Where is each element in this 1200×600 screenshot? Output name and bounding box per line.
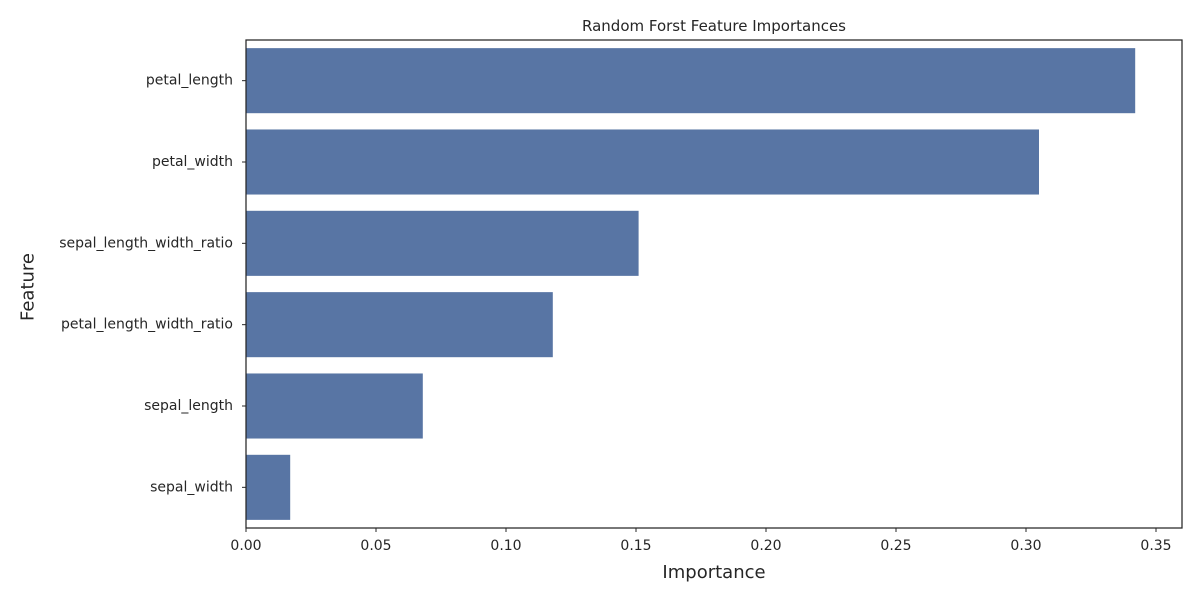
- bar-sepal_length_width_ratio: [246, 210, 639, 276]
- y-tick-labels: petal_length petal_width sepal_length_widt…: [59, 73, 246, 495]
- x-tick-label: 0.30: [1010, 538, 1041, 554]
- x-tick-labels: 0.00 0.05 0.10 0.15 0.20 0.25 0.30 0.35: [230, 528, 1172, 554]
- bars-group: [246, 48, 1136, 520]
- x-tick-label: 0.05: [360, 538, 391, 554]
- x-tick-label: 0.15: [620, 538, 651, 554]
- plot-frame: [245, 39, 1183, 529]
- x-axis-label: Importance: [662, 562, 766, 583]
- x-tick-label: 0.25: [880, 538, 911, 554]
- y-tick-label: petal_length: [146, 73, 233, 89]
- x-tick-label: 0.20: [750, 538, 781, 554]
- y-axis-label: Feature: [17, 252, 39, 322]
- x-tick-label: 0.10: [490, 538, 521, 554]
- bar-sepal_length: [246, 373, 423, 439]
- bar-petal_length: [246, 48, 1136, 114]
- y-tick-label: sepal_width: [150, 479, 233, 495]
- chart-title: Random Forst Feature Importances: [582, 17, 846, 35]
- x-tick-label: 0.35: [1140, 538, 1171, 554]
- bar-petal_width: [246, 129, 1039, 195]
- bar-sepal_width: [246, 454, 291, 520]
- y-tick-label: sepal_length_width_ratio: [59, 235, 233, 251]
- x-tick-label: 0.00: [230, 538, 261, 554]
- y-tick-label: petal_width: [152, 154, 233, 170]
- y-tick-label: petal_length_width_ratio: [61, 317, 233, 333]
- y-tick-label: sepal_length: [144, 398, 233, 414]
- bar-petal_length_width_ratio: [246, 292, 553, 358]
